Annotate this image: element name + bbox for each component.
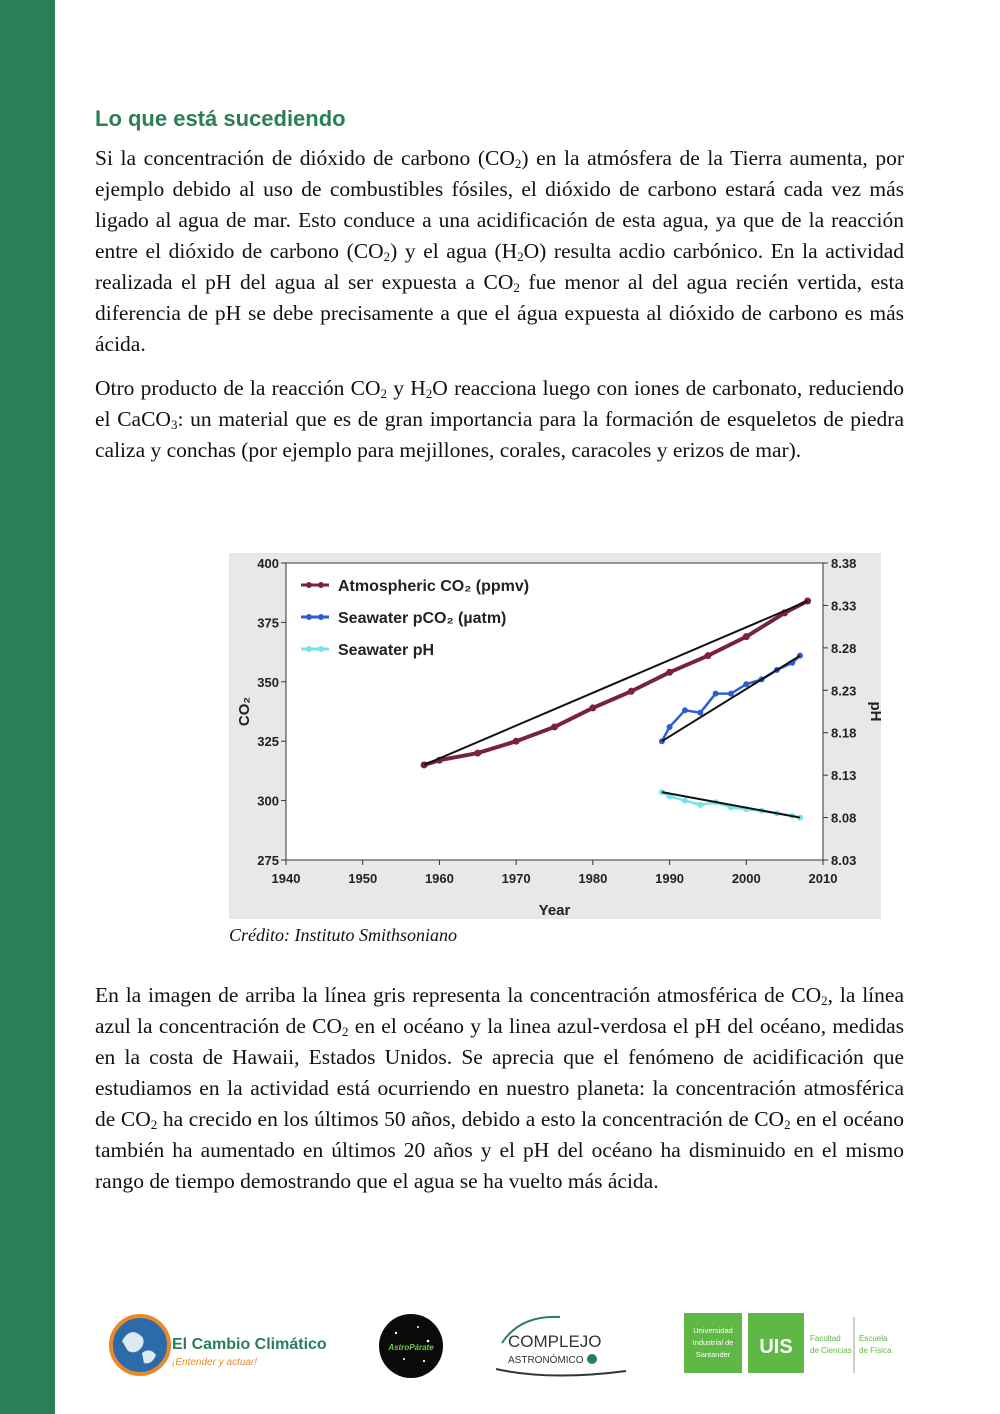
escuela-line2: de Física bbox=[859, 1346, 892, 1355]
y-tick-label: 350 bbox=[257, 675, 279, 690]
trend-line-0 bbox=[423, 600, 809, 766]
series-point-0 bbox=[704, 652, 712, 660]
cambio-subtitle: ¡Entender y actuar! bbox=[172, 1357, 257, 1368]
cambio-title: El Cambio Climático bbox=[172, 1336, 327, 1353]
series-point-0 bbox=[512, 737, 520, 745]
paragraph-2: Otro producto de la reacción CO2 y H2O r… bbox=[95, 376, 904, 462]
series-point-0 bbox=[474, 749, 482, 757]
y2-tick-label: 8.18 bbox=[831, 726, 856, 741]
chart-svg: 1940 1950 1960 1970 1980 1990 2000 2010 275 300 32… bbox=[236, 556, 881, 919]
y-tick-label: 325 bbox=[257, 734, 279, 749]
series-point-1 bbox=[712, 690, 719, 697]
legend-marker-2 bbox=[306, 646, 312, 652]
series-line-0 bbox=[423, 599, 809, 767]
y2-tick-label: 8.03 bbox=[831, 853, 856, 868]
paragraph-1: Si la concentración de dióxido de carbon… bbox=[95, 146, 905, 356]
paragraph-3: En la imagen de arriba la línea gris rep… bbox=[95, 983, 904, 1193]
series-point-0 bbox=[666, 668, 674, 676]
y-tick-label: 375 bbox=[257, 615, 279, 630]
y2-tick-label: 8.13 bbox=[831, 768, 856, 783]
complejo-subtitle: ASTRONÓMICO bbox=[508, 1353, 584, 1366]
series-point-2 bbox=[681, 797, 688, 804]
x-tick-label: 1940 bbox=[272, 871, 301, 886]
facultad-line2: de Ciencias bbox=[810, 1346, 852, 1355]
figure-caption: Crédito: Instituto Smithsoniano bbox=[229, 925, 458, 945]
y2-tick-label: 8.28 bbox=[831, 641, 856, 656]
x-tick-label: 1950 bbox=[348, 871, 377, 886]
trend-line-2 bbox=[661, 791, 801, 819]
uis-mark: UIS bbox=[759, 1336, 792, 1358]
y-tick-label: 400 bbox=[257, 556, 279, 571]
x-tick-label: 2010 bbox=[809, 871, 838, 886]
series-point-0 bbox=[589, 704, 597, 712]
x-tick-label: 1980 bbox=[578, 871, 607, 886]
x-tick-label: 2000 bbox=[732, 871, 761, 886]
legend-label-1: Seawater pCO₂ (µatm) bbox=[338, 610, 506, 627]
series-point-1 bbox=[743, 681, 750, 688]
uis-name-line1: Universidad bbox=[693, 1326, 733, 1335]
uis-logo: Universidad Industrial de Santander UIS … bbox=[684, 1313, 892, 1373]
series-point-0 bbox=[551, 723, 558, 731]
series-point-2 bbox=[697, 801, 704, 808]
series-point-1 bbox=[666, 723, 673, 730]
side-accent-bar bbox=[0, 0, 55, 1414]
legend-marker-1 bbox=[318, 614, 324, 620]
plot-area bbox=[285, 562, 824, 861]
trend-line-1 bbox=[661, 654, 801, 743]
cambio-climatico-logo: El Cambio Climático ¡Entender y actuar! bbox=[109, 1314, 327, 1376]
legend-label-0: Atmospheric CO₂ (ppmv) bbox=[338, 578, 529, 595]
legend-marker-1 bbox=[306, 614, 312, 620]
legend-marker-0 bbox=[318, 582, 324, 588]
y2-tick-label: 8.08 bbox=[831, 811, 856, 826]
series-point-0 bbox=[742, 633, 750, 641]
series-point-1 bbox=[681, 707, 688, 714]
x-tick-label: 1960 bbox=[425, 871, 454, 886]
y-tick-label: 300 bbox=[257, 794, 279, 809]
series-point-2 bbox=[666, 793, 673, 800]
y-axis-label: CO₂ bbox=[236, 697, 253, 726]
escuela-line1: Escuela bbox=[859, 1334, 888, 1343]
x-tick-label: 1970 bbox=[502, 871, 531, 886]
legend-label-2: Seawater pH bbox=[338, 642, 434, 659]
y2-tick-label: 8.38 bbox=[831, 556, 856, 571]
legend-marker-2 bbox=[318, 646, 324, 652]
section-heading: Lo que está sucediendo bbox=[95, 106, 346, 131]
facultad-line1: Facultad bbox=[810, 1334, 841, 1343]
y-tick-label: 275 bbox=[257, 853, 279, 868]
y2-tick-label: 8.33 bbox=[831, 598, 856, 613]
astroparate-text: AstroPárate bbox=[387, 1343, 434, 1352]
series-point-1 bbox=[697, 709, 704, 716]
astroparate-logo: AstroPárate bbox=[379, 1314, 443, 1378]
legend-marker-0 bbox=[306, 582, 312, 588]
uis-name-line3: Santander bbox=[696, 1350, 731, 1359]
complejo-astronomico-logo: COMPLEJO ASTRONÓMICO bbox=[495, 1315, 627, 1377]
complejo-title: COMPLEJO bbox=[508, 1332, 602, 1351]
uis-name-line2: Industrial de bbox=[693, 1338, 734, 1347]
series-point-1 bbox=[727, 690, 734, 697]
footer-logos: El Cambio Climático ¡Entender y actuar! … bbox=[100, 1305, 920, 1385]
x-axis-label: Year bbox=[539, 902, 571, 919]
co2-ph-chart: 1940 1950 1960 1970 1980 1990 2000 2010 275 300 32… bbox=[229, 553, 881, 919]
series-point-0 bbox=[627, 687, 635, 695]
y2-axis-label: pH bbox=[867, 702, 881, 722]
y2-tick-label: 8.23 bbox=[831, 683, 856, 698]
x-tick-label: 1990 bbox=[655, 871, 684, 886]
